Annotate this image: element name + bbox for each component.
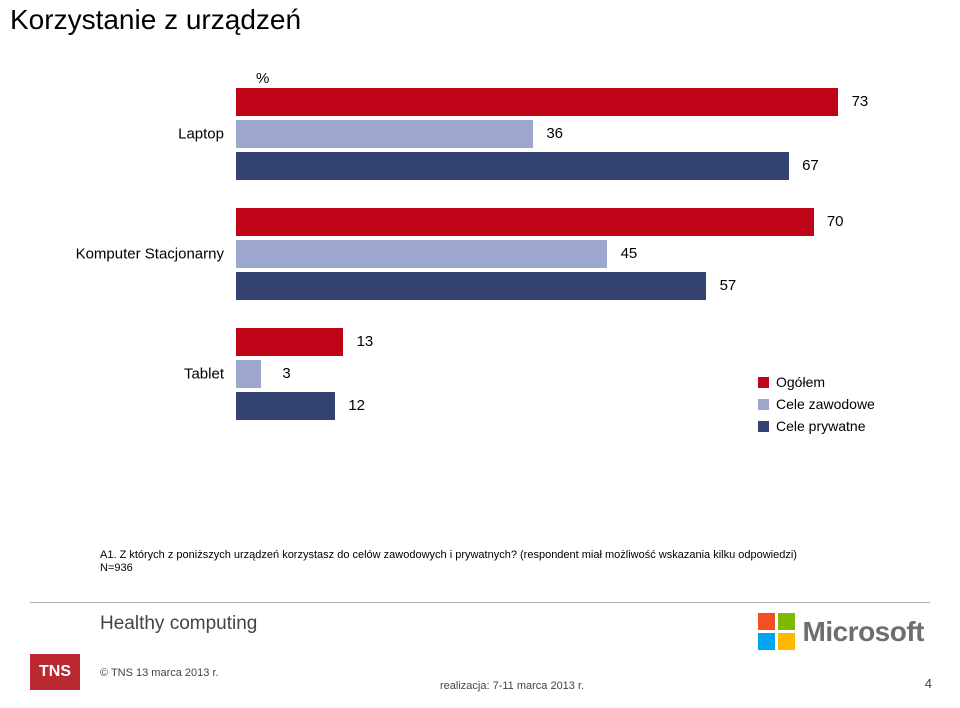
bar-value-label: 73 [852, 88, 869, 116]
bar: 73 [236, 88, 838, 116]
chart-area: % Laptop733667Komputer Stacjonarny704557… [48, 78, 906, 498]
page-number: 4 [925, 676, 932, 691]
legend-item: Ogółem [758, 374, 875, 390]
legend-label: Ogółem [776, 374, 825, 390]
bar-value-label: 45 [621, 240, 638, 268]
bar-value-label: 3 [282, 360, 290, 388]
realizacja: realizacja: 7-11 marca 2013 r. [440, 680, 584, 692]
legend-item: Cele zawodowe [758, 396, 875, 412]
bar-value-label: 12 [348, 392, 365, 420]
bar-set: 73 36 67 [236, 88, 896, 184]
bar-value-label: 70 [827, 208, 844, 236]
bar: 12 [236, 392, 335, 420]
slide-title: Korzystanie z urządzeń [10, 4, 301, 36]
bar: 36 [236, 120, 533, 148]
legend-color-icon [758, 421, 769, 432]
microsoft-logo-icon [758, 613, 795, 650]
legend: Ogółem Cele zawodowe Cele prywatne [758, 374, 875, 440]
microsoft-logo-text: Microsoft [803, 616, 925, 648]
percent-symbol: % [256, 70, 269, 87]
bar-value-label: 57 [720, 272, 737, 300]
bar: 67 [236, 152, 789, 180]
bar: 45 [236, 240, 607, 268]
legend-item: Cele prywatne [758, 418, 875, 434]
legend-label: Cele prywatne [776, 418, 866, 434]
bar-value-label: 13 [357, 328, 374, 356]
bar-group: Komputer Stacjonarny 70 45 57 [48, 208, 906, 300]
tns-logo: TNS [30, 654, 80, 690]
microsoft-logo: Microsoft [758, 613, 925, 650]
category-label: Tablet [48, 366, 224, 383]
footnote-n: N=936 [100, 562, 133, 574]
bar-value-label: 36 [546, 120, 563, 148]
bar: 57 [236, 272, 706, 300]
copyright: © TNS 13 marca 2013 r. [100, 667, 219, 679]
legend-color-icon [758, 399, 769, 410]
bar: 70 [236, 208, 814, 236]
bar: 13 [236, 328, 343, 356]
footnote-question: A1. Z których z poniższych urządzeń korz… [100, 548, 797, 563]
bar-group: Laptop 73 36 67 [48, 88, 906, 180]
bar: 3 [236, 360, 261, 388]
legend-label: Cele zawodowe [776, 396, 875, 412]
footer-divider [30, 602, 930, 603]
bar-value-label: 67 [802, 152, 819, 180]
legend-color-icon [758, 377, 769, 388]
bar-set: 70 45 57 [236, 208, 896, 304]
category-label: Laptop [48, 126, 224, 143]
category-label: Komputer Stacjonarny [48, 246, 224, 263]
footer-title: Healthy computing [100, 613, 257, 635]
